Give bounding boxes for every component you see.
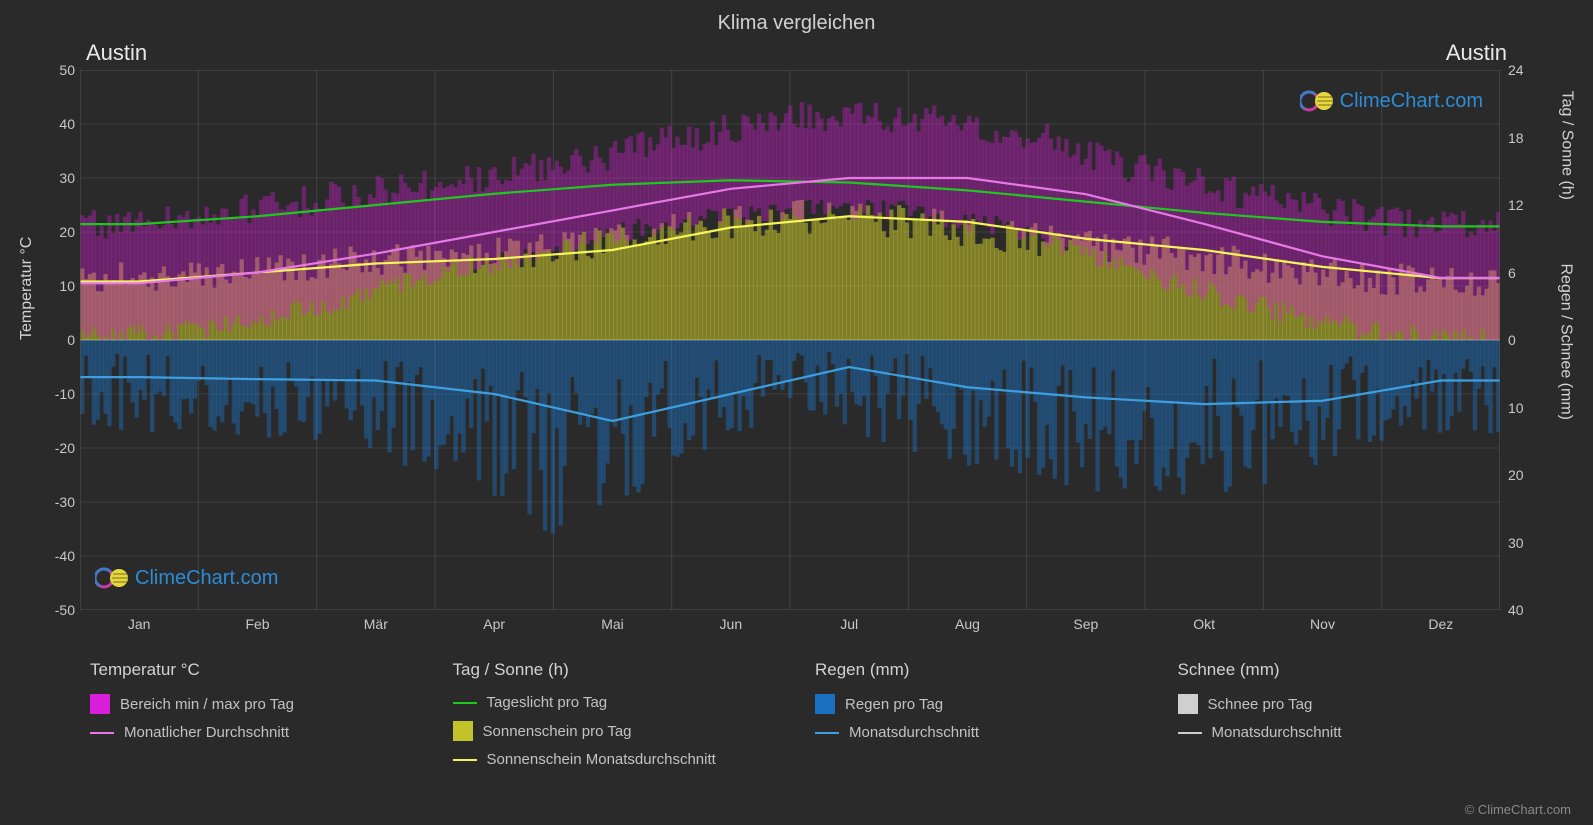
ytick-right-rain: 30 [1508,535,1548,551]
ytick-left: 10 [35,278,75,294]
xtick-month: Feb [238,616,278,632]
legend-item: Monatsdurchschnitt [815,724,1148,741]
legend-line-icon [815,732,839,734]
chart-title: Klima vergleichen [0,0,1593,35]
ytick-left: 40 [35,116,75,132]
ytick-left: -40 [35,548,75,564]
ytick-left: -10 [35,386,75,402]
watermark-text: ClimeChart.com [1340,90,1483,113]
legend-label: Sonnenschein pro Tag [483,723,632,740]
legend-swatch [815,694,835,714]
legend-group: Schnee (mm) Schnee pro Tag Monatsdurchschn… [1178,660,1511,778]
climechart-logo-icon [95,565,129,591]
city-label-right: Austin [1446,40,1507,66]
ytick-right-sun: 6 [1508,265,1548,281]
y-axis-left-label: Temperatur °C [18,237,36,340]
xtick-month: Nov [1303,616,1343,632]
legend-item: Schnee pro Tag [1178,694,1511,714]
ytick-left: -50 [35,602,75,618]
legend-header: Temperatur °C [90,660,423,680]
ytick-right-sun: 12 [1508,197,1548,213]
ytick-right-sun: 18 [1508,130,1548,146]
watermark-text: ClimeChart.com [135,567,278,590]
watermark-bottom: ClimeChart.com [95,565,278,591]
y-axis-right-bottom-label: Regen / Schnee (mm) [1557,263,1575,420]
xtick-month: Sep [1066,616,1106,632]
legend-item: Monatsdurchschnitt [1178,724,1511,741]
xtick-month: Mär [356,616,396,632]
xtick-month: Jan [119,616,159,632]
city-label-left: Austin [86,40,147,66]
legend-item: Regen pro Tag [815,694,1148,714]
legend-item: Sonnenschein Monatsdurchschnitt [453,751,786,768]
legend-group: Regen (mm) Regen pro Tag Monatsdurchschnit… [815,660,1148,778]
legend-item: Tageslicht pro Tag [453,694,786,711]
legend-header: Regen (mm) [815,660,1148,680]
ytick-left: -30 [35,494,75,510]
legend-header: Schnee (mm) [1178,660,1511,680]
ytick-right-sun: 0 [1508,332,1548,348]
legend-label: Sonnenschein Monatsdurchschnitt [487,751,716,768]
legend-label: Bereich min / max pro Tag [120,696,294,713]
ytick-right-rain: 20 [1508,467,1548,483]
legend-header: Tag / Sonne (h) [453,660,786,680]
ytick-right-rain: 40 [1508,602,1548,618]
watermark-top: ClimeChart.com [1300,88,1483,114]
legend-label: Tageslicht pro Tag [487,694,608,711]
legend-label: Monatlicher Durchschnitt [124,724,289,741]
legend-line-icon [1178,732,1202,734]
xtick-month: Okt [1184,616,1224,632]
legend-item: Sonnenschein pro Tag [453,721,786,741]
legend-label: Schnee pro Tag [1208,696,1313,713]
ytick-right-rain: 10 [1508,400,1548,416]
legend-group: Temperatur °C Bereich min / max pro Tag Mo… [90,660,423,778]
legend-line-icon [90,732,114,734]
legend-swatch [90,694,110,714]
legend-label: Monatsdurchschnitt [1212,724,1342,741]
y-axis-right-top-label: Tag / Sonne (h) [1557,91,1575,200]
xtick-month: Mai [593,616,633,632]
ytick-left: -20 [35,440,75,456]
copyright: © ClimeChart.com [1465,802,1571,817]
legend-item: Monatlicher Durchschnitt [90,724,423,741]
legend-item: Bereich min / max pro Tag [90,694,423,714]
legend: Temperatur °C Bereich min / max pro Tag Mo… [90,660,1510,778]
legend-group: Tag / Sonne (h) Tageslicht pro Tag Sonnens… [453,660,786,778]
climate-chart: Klima vergleichen Austin Austin Temperat… [0,0,1593,825]
legend-swatch [1178,694,1198,714]
xtick-month: Apr [474,616,514,632]
ytick-left: 50 [35,62,75,78]
climechart-logo-icon [1300,88,1334,114]
legend-label: Monatsdurchschnitt [849,724,979,741]
plot-area [80,70,1500,610]
xtick-month: Jun [711,616,751,632]
ytick-left: 20 [35,224,75,240]
xtick-month: Dez [1421,616,1461,632]
ytick-right-sun: 24 [1508,62,1548,78]
legend-line-icon [453,702,477,704]
legend-swatch [453,721,473,741]
xtick-month: Jul [829,616,869,632]
ytick-left: 0 [35,332,75,348]
xtick-month: Aug [948,616,988,632]
legend-label: Regen pro Tag [845,696,943,713]
legend-line-icon [453,759,477,761]
ytick-left: 30 [35,170,75,186]
